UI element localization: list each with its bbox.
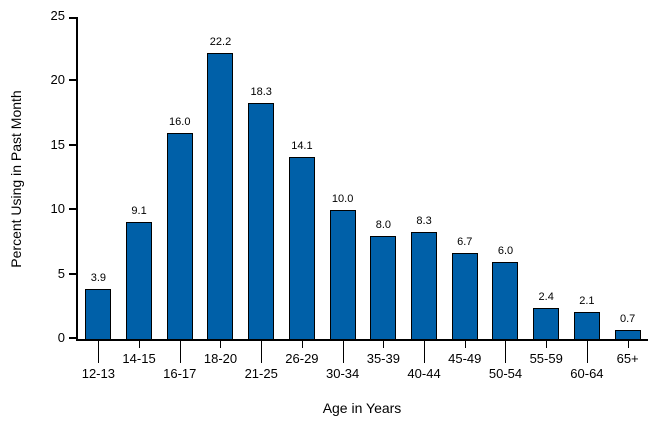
bar — [329, 210, 356, 339]
bar-slot: 9.1 14-15 — [119, 17, 160, 366]
bar-value-label: 10.0 — [331, 193, 354, 206]
y-tick-mark — [69, 208, 76, 211]
x-tick-label: 55-59 — [529, 351, 563, 366]
x-tick-label: 16-17 — [163, 366, 197, 381]
bar — [248, 103, 275, 339]
bar-value-label: 6.0 — [497, 244, 514, 257]
x-tick-mark — [424, 339, 426, 363]
x-axis-title: Age in Years — [322, 400, 402, 416]
bar — [207, 53, 234, 339]
x-tick-label: 21-25 — [244, 366, 278, 381]
x-tick-mark — [505, 339, 507, 363]
bar — [492, 261, 519, 339]
x-tick-mark — [342, 339, 344, 363]
bar-value-label: 9.1 — [131, 204, 147, 217]
y-tick-label: 5 — [57, 265, 65, 281]
bar-value-label: 0.7 — [619, 312, 636, 325]
bar-slot: 18.3 21-25 — [241, 17, 282, 381]
x-tick-label: 26-29 — [285, 351, 319, 366]
bar-value-label: 8.3 — [416, 215, 432, 228]
x-tick-mark — [261, 339, 263, 363]
bar — [573, 311, 600, 339]
x-tick-label: 14-15 — [122, 351, 156, 366]
y-tick-label: 20 — [50, 72, 65, 88]
bar — [533, 308, 560, 339]
bar-slot: 16.0 16-17 — [159, 17, 200, 381]
bar-slot: 8.0 35-39 — [363, 17, 404, 366]
x-tick-mark — [179, 339, 181, 363]
x-tick-label: 12-13 — [81, 366, 115, 381]
bar — [451, 252, 478, 339]
bar-value-label: 22.2 — [209, 36, 232, 49]
plot-area: 0 5 10 15 20 25 3.9 12-13 9.1 14-15 16.0 16-17 22.2 1… — [51, 8, 648, 381]
x-tick-label: 18-20 — [203, 351, 238, 366]
bar — [614, 329, 641, 339]
x-tick-label: 30-34 — [326, 366, 360, 381]
bar-value-label: 2.4 — [538, 291, 554, 304]
bar — [370, 235, 397, 339]
y-tick-label: 15 — [50, 136, 65, 152]
bar — [288, 157, 315, 339]
x-tick-label: 40-44 — [407, 366, 441, 381]
bar-value-label: 6.7 — [457, 235, 473, 248]
bar-slot: 8.3 40-44 — [404, 17, 445, 381]
y-tick-mark — [69, 17, 76, 19]
bar-slot: 10.0 30-34 — [322, 17, 363, 381]
bar-slot: 0.7 65+ — [607, 17, 648, 366]
y-axis-title: Percent Using in Past Month — [8, 90, 24, 268]
bar-value-label: 8.0 — [375, 218, 391, 231]
x-tick-mark — [546, 339, 548, 348]
bar-slot: 14.1 26-29 — [282, 17, 323, 366]
bar-value-label: 16.0 — [169, 115, 191, 128]
y-tick-label: 0 — [57, 330, 65, 345]
bar-value-label: 3.9 — [90, 271, 106, 284]
x-tick-mark — [627, 339, 629, 348]
y-tick-mark — [69, 143, 76, 146]
bar-value-label: 18.3 — [250, 86, 272, 99]
bar — [85, 288, 112, 339]
bar-slot: 2.1 60-64 — [567, 17, 608, 381]
bar-value-label: 2.1 — [579, 294, 595, 307]
x-tick-label: 35-39 — [366, 351, 400, 366]
x-tick-mark — [98, 339, 100, 363]
x-tick-mark — [139, 339, 141, 348]
y-tick-label: 25 — [50, 8, 65, 23]
bar-value-label: 14.1 — [291, 140, 313, 153]
bar-slot: 22.2 18-20 — [200, 17, 241, 366]
bar-slot: 3.9 12-13 — [78, 17, 119, 381]
y-tick-label: 10 — [50, 201, 65, 217]
x-tick-label: 50-54 — [488, 366, 523, 381]
bar — [411, 232, 438, 339]
x-tick-mark — [301, 339, 303, 348]
x-tick-label: 45-49 — [448, 351, 482, 366]
bar-slot: 2.4 55-59 — [526, 17, 567, 366]
x-tick-mark — [220, 339, 222, 348]
y-tick-mark — [69, 337, 76, 339]
y-tick-mark — [69, 272, 76, 275]
x-tick-label: 60-64 — [570, 366, 604, 381]
bar — [126, 221, 153, 339]
x-tick-label: 65+ — [616, 351, 639, 366]
x-tick-mark — [464, 339, 466, 348]
x-tick-mark — [383, 339, 385, 348]
bar-slot: 6.7 45-49 — [444, 17, 485, 366]
x-tick-mark — [586, 339, 588, 363]
bar-slot: 6.0 50-54 — [485, 17, 526, 381]
bar — [166, 132, 193, 339]
y-tick-mark — [69, 79, 76, 82]
